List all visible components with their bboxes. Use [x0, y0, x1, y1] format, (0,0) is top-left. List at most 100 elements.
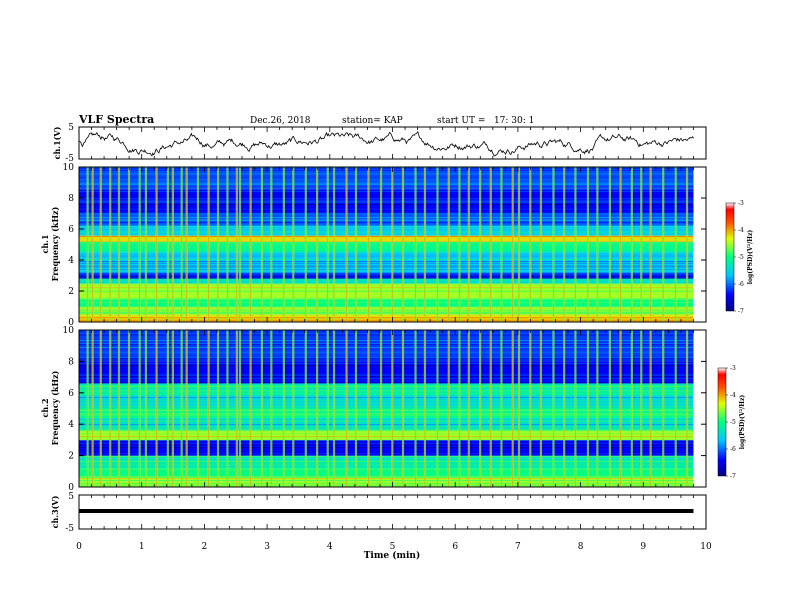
ch2-spec-impulse-core [609, 330, 611, 487]
ch1-spec-impulse-core [139, 167, 140, 322]
ch2-spec-streak [79, 354, 694, 356]
ch1-spec-streak [79, 320, 694, 322]
ch2-spec-streak [79, 358, 694, 359]
ch2-spec-impulse-core [391, 330, 393, 487]
ch1-spec-streak [79, 313, 694, 315]
ch1-spec-impulse-core [92, 167, 93, 322]
ch1-spec-streak [79, 170, 694, 171]
ch2-spec-impulse-core [540, 330, 542, 487]
ch2-spec-impulse-core [574, 330, 576, 487]
ch2-spec-streak [79, 347, 694, 348]
ch1-spectrogram-panel: 0 2 4 6 8 10 ch.1 Frequency (kHz) -3 -4 -5 -6 -7 … [40, 163, 754, 328]
ch2-spec-impulse-core [333, 330, 335, 487]
ch2-spec-streak [79, 380, 694, 382]
ch1-spec-impulse-core [87, 167, 88, 322]
ch2-spec-streak [79, 426, 694, 428]
date-label: Dec.26, 2018 [250, 116, 311, 126]
ch2-colorbar: -3 -4 -5 -6 -7 log(PSD)(V²/Hz) [717, 365, 746, 480]
ch2-spec-impulse-core [217, 330, 219, 487]
ch1-spec-impulse-core [292, 167, 294, 322]
ch1-spec-ytick-label: 6 [68, 225, 74, 235]
ch2-spec-streak [79, 453, 694, 454]
ch2-spec-impulse-core [587, 330, 589, 487]
ch1-ytick-bottom: -5 [65, 154, 74, 164]
ch2-spec-streak [79, 377, 694, 379]
ch1-spec-impulse-core [458, 167, 460, 322]
ch2-spec-impulse-core [631, 330, 633, 487]
ch1-spec-streak [79, 235, 694, 236]
ch2-spec-band [79, 455, 694, 469]
ch1-spec-streak [79, 216, 694, 218]
ch1-spec-impulse-core [181, 167, 182, 322]
ch1-spec-impulse-core [490, 167, 492, 322]
ch2-spec-streak [79, 417, 694, 418]
ch2-spec-impulse-core [518, 330, 520, 487]
ch1-spec-streak [79, 257, 694, 258]
ch1-spec-streak [79, 255, 694, 257]
start-ut-label: start UT = 17: 30: 1 [437, 116, 534, 126]
ch2-spec-impulse-core [563, 330, 565, 487]
ch1-spec-streak [79, 293, 694, 295]
ch1-spec-streak [79, 218, 694, 220]
ch2-spec-streak [79, 472, 694, 474]
ch3-ylabel: ch.3(V) [50, 495, 60, 528]
ch2-spec-impulse-core [172, 330, 174, 487]
ch1-spec-impulse-core [620, 167, 621, 322]
ch1-spec-impulse-core [500, 167, 502, 322]
ch2-spec-impulse-core [327, 330, 329, 487]
ch2-spec-streak [79, 418, 694, 419]
x-tick-label: 6 [452, 542, 458, 552]
ch1-spec-streak [79, 299, 694, 300]
ch1-spec-streak [79, 205, 694, 207]
time-axis: 0 1 2 3 4 5 6 7 8 9 10 [76, 127, 712, 552]
ch2-spec-streak [79, 454, 694, 456]
ch2-spec-impulse-core [468, 330, 470, 487]
ch2-spec-ytick-label: 2 [68, 452, 74, 462]
ch2-spec-impulse-core [316, 330, 318, 487]
ch2-spec-impulse-core [402, 330, 404, 487]
ch2-spec-impulse-core [167, 330, 169, 487]
ch1-spec-impulse-core [552, 167, 554, 322]
ch3-waveform-panel: 5 -5 ch.3(V) [50, 492, 707, 534]
ch2-spec-impulse-core [346, 330, 347, 487]
ch1-spec-band [79, 241, 694, 253]
ch1-spec-impulse-core [208, 167, 209, 322]
ch1-spec-impulse-core [250, 167, 251, 322]
ch1-spec-streak [79, 269, 694, 271]
ch1-spec-impulse-core [355, 167, 357, 322]
ch2-spec-streak [79, 431, 694, 433]
ch2-spec-streak [79, 480, 694, 481]
ch2-spec-impulse-core [156, 330, 157, 487]
ch2-spec-streak [79, 339, 694, 341]
ch1-spec-streak [79, 219, 694, 221]
ch1-spec-streak [79, 317, 694, 319]
ch1-spec-band [79, 278, 694, 284]
ch2-colorbar-tick-label: -3 [730, 365, 736, 372]
ch2-spec-impulse-core [368, 330, 369, 487]
ch1-spec-streak [79, 262, 694, 264]
ch2-spec-impulse-core [458, 330, 460, 487]
ch2-spec-streak [79, 444, 694, 446]
ch1-spec-impulse-core [197, 167, 199, 322]
ch2-spec-streak [79, 448, 694, 449]
ch1-spec-streak [79, 315, 694, 317]
ch2-spec-impulse-core [118, 330, 120, 487]
ch2-spec-impulse-core [283, 330, 285, 487]
ch1-spec-streak [79, 193, 694, 195]
ch2-spec-streak [79, 374, 694, 376]
ch1-spec-streak [79, 228, 694, 230]
x-tick-label: 1 [139, 542, 145, 552]
ch2-spec-impulse-core [436, 330, 438, 487]
ch2-spec-streak [79, 477, 694, 479]
ch2-spec-streak [79, 351, 694, 353]
ch1-spec-streak [79, 241, 694, 243]
ch1-spec-streak [79, 232, 694, 233]
ch1-spec-streak [79, 266, 694, 268]
ch1-spec-ytick-label: 0 [68, 318, 74, 328]
ch2-spec-streak [79, 436, 694, 437]
ch2-spec-impulse-core [448, 330, 450, 487]
ch2-spec-ytick-label: 4 [68, 420, 74, 430]
ch1-spec-impulse-core [128, 167, 130, 322]
ch2-spec-streak [79, 343, 694, 345]
ch2-spec-ylabel-frequency: Frequency (kHz) [50, 370, 60, 445]
